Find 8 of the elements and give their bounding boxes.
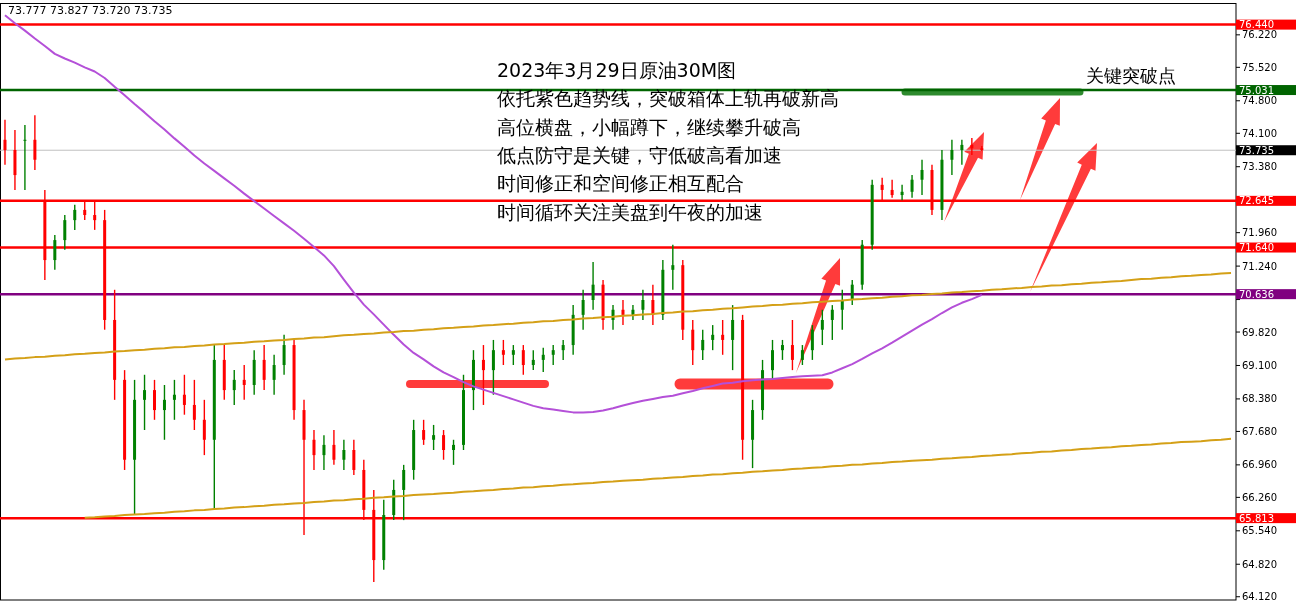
annotation: 依托紫色趋势线，突破箱体上轨再破新高 xyxy=(497,87,839,110)
annotation: 时间修正和空间修正相互配合 xyxy=(497,172,744,195)
title: 2023年3月29日原油30M图 xyxy=(497,59,737,81)
annotation: 关键突破点 xyxy=(1086,65,1176,86)
annotation: 73.777 73.827 73.720 73.735 xyxy=(8,4,173,17)
annotation: 高位横盘，小幅蹲下，继续攀升破高 xyxy=(497,115,801,138)
annotation: 时间循环关注美盘到午夜的加速 xyxy=(497,200,763,223)
annotation: 低点防守是关键，守低破高看加速 xyxy=(497,143,782,166)
